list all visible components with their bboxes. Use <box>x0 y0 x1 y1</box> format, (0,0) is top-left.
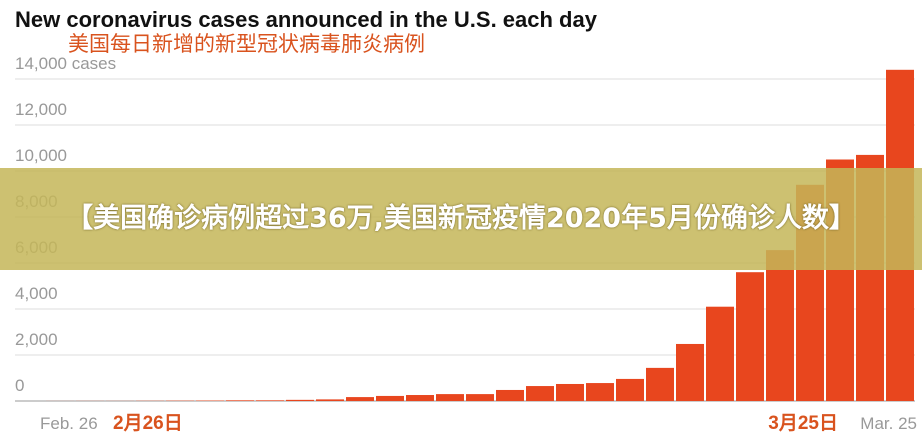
bar <box>706 306 734 401</box>
bar <box>586 383 614 401</box>
y-tick-label: 14,000 cases <box>15 54 116 73</box>
bar <box>676 343 704 401</box>
bar <box>376 395 404 401</box>
chart-title: New coronavirus cases announced in the U… <box>15 7 598 32</box>
bar <box>766 250 794 401</box>
y-tick-label: 2,000 <box>15 330 58 349</box>
x-annotation: 2月26日 <box>113 413 183 434</box>
bar <box>406 395 434 401</box>
y-tick-label: 0 <box>15 376 24 395</box>
chart-subtitle: 美国每日新增的新型冠状病毒肺炎病例 <box>68 33 425 56</box>
y-tick-label: 4,000 <box>15 284 58 303</box>
bar <box>466 394 494 401</box>
x-tick-label: Mar. 25 <box>860 414 917 433</box>
x-annotation: 3月25日 <box>768 413 838 434</box>
banner: 【美国确诊病例超过36万,美国新冠疫情2020年5月份确诊人数】 <box>0 168 922 270</box>
bar <box>436 394 464 401</box>
bar <box>286 399 314 401</box>
bar <box>646 367 674 401</box>
bar <box>556 383 584 401</box>
y-tick-label: 10,000 <box>15 146 67 165</box>
x-tick-label: Feb. 26 <box>40 414 98 433</box>
banner-text: 【美国确诊病例超过36万,美国新冠疫情2020年5月份确诊人数】 <box>66 203 856 234</box>
bar <box>616 378 644 401</box>
bar <box>256 400 284 401</box>
bar <box>226 400 254 401</box>
bar <box>496 389 524 401</box>
bar <box>316 399 344 401</box>
bar <box>346 397 374 401</box>
y-tick-label: 12,000 <box>15 100 67 119</box>
bar <box>526 386 554 401</box>
bar <box>736 272 764 401</box>
